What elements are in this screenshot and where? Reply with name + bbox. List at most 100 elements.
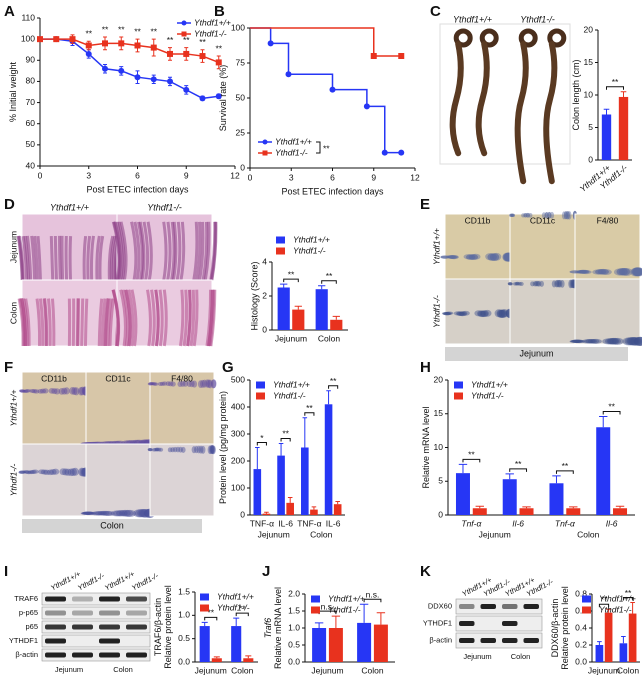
cell — [600, 269, 612, 275]
cell — [512, 282, 518, 286]
x-tick-label: Jejunum — [588, 665, 620, 675]
cell — [210, 445, 216, 455]
tissue — [58, 235, 62, 281]
point — [267, 40, 274, 47]
significance-bracket — [462, 458, 481, 463]
cell — [477, 310, 486, 317]
bar — [199, 626, 210, 662]
cell — [442, 312, 451, 316]
legend-swatch — [276, 247, 285, 255]
cell — [624, 337, 637, 346]
panel-letter: C — [430, 3, 441, 20]
y-tick-label: 70 — [26, 97, 36, 107]
significance-bracket — [204, 616, 218, 621]
row-label: Ythdf1+/+ — [431, 228, 441, 265]
cell — [180, 380, 186, 387]
cell — [95, 510, 107, 516]
colon-cecum — [518, 28, 538, 48]
significance: ** — [608, 402, 615, 412]
cell — [463, 254, 473, 260]
blot-band — [459, 604, 475, 609]
y-axis-label: % Initial weight — [8, 61, 18, 122]
blot-strip — [41, 620, 151, 634]
cell — [466, 254, 476, 260]
tissue — [171, 221, 178, 281]
tissue — [89, 235, 95, 281]
tissue — [162, 289, 168, 347]
cell — [633, 336, 642, 346]
x-tick-label: Tnf-α — [555, 518, 576, 528]
point — [183, 50, 190, 57]
cell — [151, 448, 157, 452]
error-bar — [359, 603, 369, 623]
error-bar — [331, 615, 341, 628]
tissue — [38, 298, 45, 347]
cell — [211, 445, 216, 455]
cell — [124, 509, 136, 517]
row-label: Jejunum — [8, 231, 18, 263]
legend-swatch — [454, 392, 463, 400]
y-tick-label: 10 — [584, 89, 594, 99]
cell — [18, 470, 26, 474]
tissue — [43, 298, 49, 347]
cell — [521, 213, 526, 218]
error-bar — [599, 415, 608, 428]
cell — [541, 212, 546, 219]
cell — [172, 446, 178, 453]
cell — [121, 509, 134, 517]
cell — [189, 380, 195, 388]
point — [102, 40, 108, 47]
error-bar — [302, 417, 308, 448]
tissue — [24, 298, 31, 347]
cell — [31, 469, 39, 474]
error-bar — [522, 506, 531, 509]
error-bar — [311, 506, 317, 510]
panel-letter: I — [4, 563, 8, 580]
cell — [602, 338, 614, 345]
cell — [528, 212, 533, 218]
cell — [154, 447, 160, 452]
cell — [578, 269, 590, 274]
x-tick-label: Colon — [361, 665, 383, 675]
tissue — [33, 235, 39, 281]
cell — [147, 447, 153, 451]
panel-letter: J — [262, 563, 270, 580]
cell — [210, 379, 217, 389]
cell — [119, 509, 131, 517]
cell — [611, 337, 624, 345]
legend-swatch — [582, 606, 591, 614]
y-tick-label: 0.0 — [575, 656, 587, 666]
y-tick-label: 0.4 — [575, 622, 587, 632]
significance-bracket — [622, 597, 634, 601]
cell — [563, 211, 569, 220]
cell — [158, 447, 164, 452]
cell — [150, 382, 156, 386]
tissue — [86, 235, 92, 281]
tissue — [100, 298, 107, 347]
blot-band — [72, 610, 93, 616]
error-bar — [318, 285, 326, 290]
micrograph — [149, 371, 215, 445]
cell — [39, 388, 47, 394]
blot-band — [45, 638, 66, 644]
cell — [446, 255, 456, 259]
legend-swatch — [256, 381, 265, 389]
group-label: Jejunum — [258, 529, 290, 539]
cell — [525, 212, 530, 218]
tissue — [158, 289, 164, 347]
cell — [554, 280, 559, 288]
y-tick-label: 1.0 — [178, 610, 190, 620]
blot-band — [72, 596, 93, 602]
cell — [633, 336, 642, 346]
y-axis-label: TRAF6/β-actin — [153, 598, 163, 656]
cell — [570, 279, 576, 289]
significance-bracket — [280, 437, 291, 442]
cell — [19, 389, 26, 393]
significance: ** — [306, 403, 313, 413]
significance: ** — [612, 77, 619, 87]
y-axis-label: Traf6 — [263, 618, 273, 638]
tissue — [53, 235, 58, 281]
legend-swatch — [311, 595, 320, 603]
tissue — [75, 298, 80, 347]
cell — [29, 469, 37, 474]
